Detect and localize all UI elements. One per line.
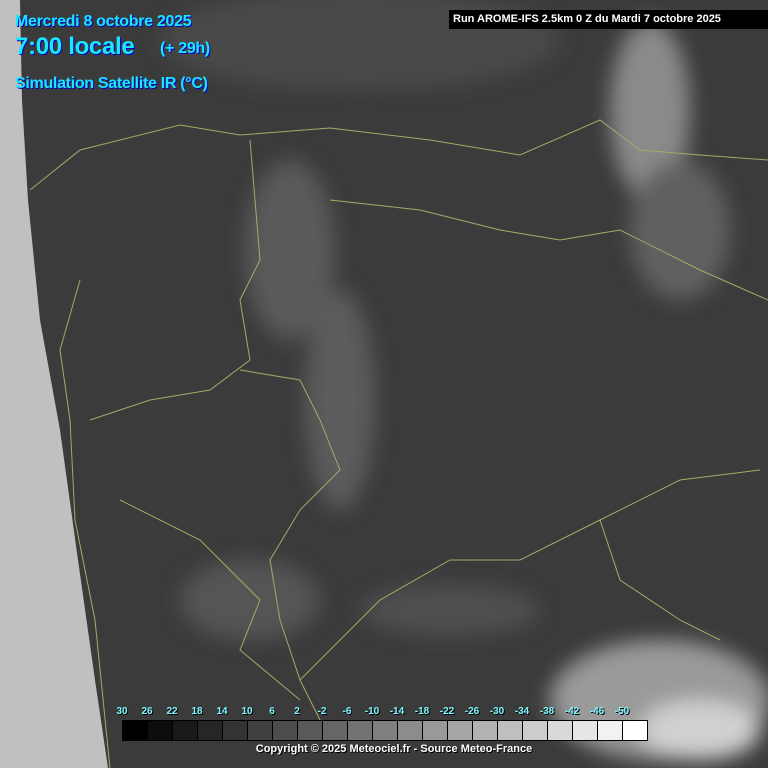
outside-domain-area [0,0,108,768]
legend-label: 22 [166,706,178,717]
legend-label: 26 [141,706,153,717]
legend-label: 6 [269,706,275,717]
forecast-lead-time: (+ 29h) [160,40,210,57]
legend-swatch [148,721,173,740]
legend-swatch [348,721,373,740]
product-title: Simulation Satellite IR (°C) [15,75,208,92]
legend-labels: 30 26 22 18 14 10 6 2 -2 -6 -10 -14 -18 -22 -26 -30 -34-… [110,706,670,720]
legend-swatch [248,721,273,740]
legend-swatch [273,721,298,740]
legend-swatch [448,721,473,740]
legend-swatch [598,721,623,740]
legend-label: 18 [191,706,203,717]
legend-label: -30 [489,706,505,717]
legend-label: -46 [589,706,605,717]
model-run-label: Run AROME-IFS 2.5km 0 Z du Mardi 7 octob… [449,10,768,29]
legend-label: -26 [464,706,480,717]
legend-label: -34 [514,706,530,717]
legend-label: 14 [216,706,228,717]
copyright: Copyright © 2025 Meteociel.fr - Source M… [255,743,533,755]
legend-swatch [398,721,423,740]
borders [29,119,768,768]
legend-label: -18 [414,706,430,717]
legend-label: 30 [116,706,128,717]
legend-label: -42 [564,706,580,717]
color-legend [122,720,648,741]
legend-label: -6 [342,706,352,717]
legend-swatch [323,721,348,740]
legend-swatch [198,721,223,740]
legend-swatch [523,721,548,740]
legend-swatch [373,721,398,740]
legend-label: 10 [241,706,253,717]
legend-label: -10 [364,706,380,717]
legend-label: -50 [614,706,630,717]
legend-swatch [623,721,647,740]
legend-label: -14 [389,706,405,717]
legend-swatch [223,721,248,740]
legend-swatch [173,721,198,740]
cloud-field [160,0,768,760]
legend-swatch [423,721,448,740]
legend-swatch [123,721,148,740]
legend-label: 2 [294,706,300,717]
legend-swatch [573,721,598,740]
legend-swatch [298,721,323,740]
legend-label: -22 [439,706,455,717]
legend-swatch [548,721,573,740]
legend-label: -38 [539,706,555,717]
legend-swatch [473,721,498,740]
legend-swatch [498,721,523,740]
forecast-time: 7:00 locale [15,33,135,60]
forecast-date: Mercredi 8 octobre 2025 [15,13,192,30]
legend-label: -2 [317,706,327,717]
